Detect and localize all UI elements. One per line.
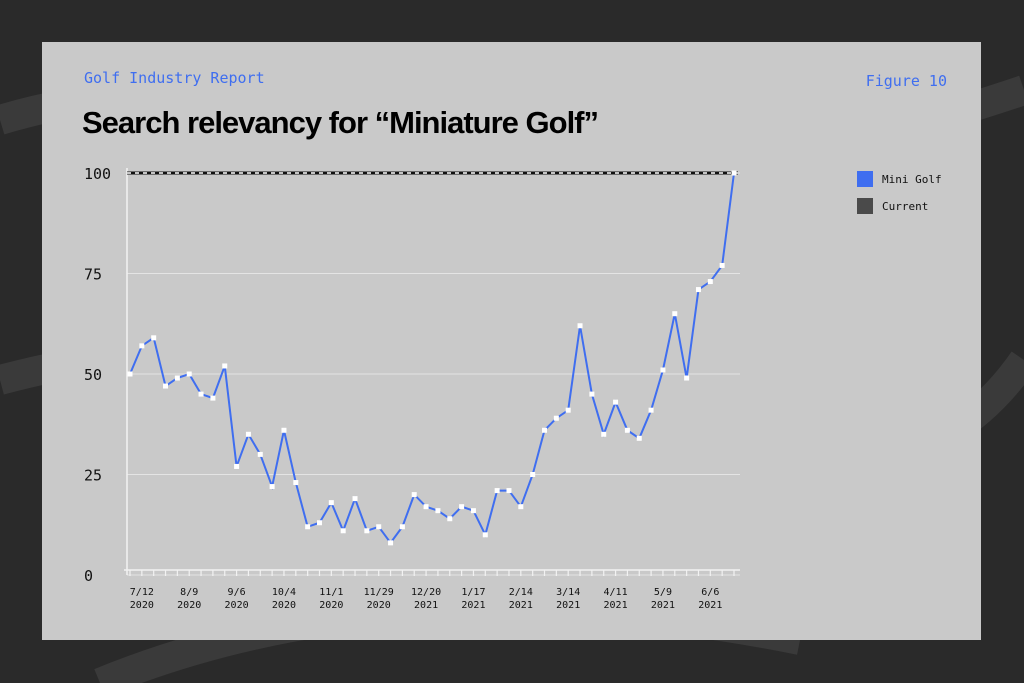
data-point	[222, 363, 228, 369]
legend-label: Current	[882, 200, 928, 213]
y-tick-label: 50	[84, 366, 102, 384]
figure-label: Figure 10	[866, 72, 947, 90]
data-point	[553, 415, 559, 421]
data-point	[210, 395, 216, 401]
x-tick-label: 10/4 2020	[272, 587, 296, 611]
data-point	[731, 170, 737, 176]
data-point	[624, 427, 630, 433]
data-point	[695, 287, 701, 293]
x-tick-label: 1/17 2021	[461, 587, 485, 611]
x-tick-label: 2/14 2021	[509, 587, 533, 611]
data-point	[684, 375, 690, 381]
data-point	[459, 504, 465, 510]
data-point	[530, 472, 536, 477]
data-point	[435, 508, 441, 514]
data-point	[411, 492, 417, 498]
series-line	[129, 172, 735, 545]
data-point	[234, 463, 240, 469]
card	[42, 42, 981, 640]
data-point	[707, 279, 713, 285]
report-header: Golf Industry Report	[84, 69, 265, 87]
data-point	[388, 540, 394, 546]
data-point	[198, 391, 204, 397]
x-tick-label: 11/1 2020	[319, 587, 343, 611]
y-tick-label: 25	[84, 467, 102, 485]
data-point	[613, 399, 619, 405]
data-point	[127, 371, 133, 377]
x-tick-label: 7/12 2020	[130, 587, 154, 611]
x-tick-label: 12/20 2021	[411, 587, 441, 611]
data-point	[719, 262, 725, 268]
y-tick-label: 100	[84, 165, 111, 183]
x-tick-label: 5/9 2021	[651, 587, 675, 611]
data-point	[293, 480, 299, 486]
data-point	[163, 383, 169, 389]
data-point	[565, 407, 571, 413]
y-tick-label: 75	[84, 266, 102, 284]
data-point	[364, 528, 370, 534]
legend-swatch	[857, 171, 873, 187]
data-point	[281, 427, 287, 433]
data-point	[470, 508, 476, 514]
data-point	[257, 451, 263, 457]
data-point	[269, 484, 275, 490]
data-point	[601, 431, 607, 437]
data-point	[376, 524, 382, 530]
x-tick-label: 4/11 2021	[604, 587, 628, 611]
data-point	[186, 371, 192, 377]
data-point	[245, 431, 251, 437]
data-point	[328, 500, 334, 506]
data-point	[494, 488, 500, 494]
data-point	[316, 520, 322, 526]
data-point	[447, 516, 453, 522]
data-point	[636, 435, 642, 441]
legend-label: Mini Golf	[882, 173, 942, 186]
data-point	[577, 323, 583, 329]
data-point	[482, 532, 488, 538]
x-tick-label: 9/6 2020	[225, 587, 249, 611]
x-tick-label: 11/29 2020	[364, 587, 394, 611]
x-tick-label: 6/6 2021	[698, 587, 722, 611]
data-point	[542, 427, 548, 433]
data-point	[151, 335, 157, 341]
data-point	[340, 528, 346, 534]
data-point	[399, 524, 405, 530]
data-point	[352, 496, 358, 502]
data-point	[672, 311, 678, 317]
legend-swatch	[857, 198, 873, 214]
data-point	[423, 504, 429, 510]
data-point	[589, 391, 595, 397]
data-point	[305, 524, 311, 530]
data-point	[174, 375, 180, 381]
data-point	[506, 488, 512, 494]
data-point	[660, 367, 666, 373]
x-tick-label: 3/14 2021	[556, 587, 580, 611]
data-point	[139, 343, 145, 349]
chart-title: Search relevancy for “Miniature Golf”	[82, 105, 598, 140]
y-tick-label: 0	[84, 567, 93, 585]
data-point	[518, 504, 524, 510]
data-point	[648, 407, 654, 413]
x-tick-label: 8/9 2020	[177, 587, 201, 611]
